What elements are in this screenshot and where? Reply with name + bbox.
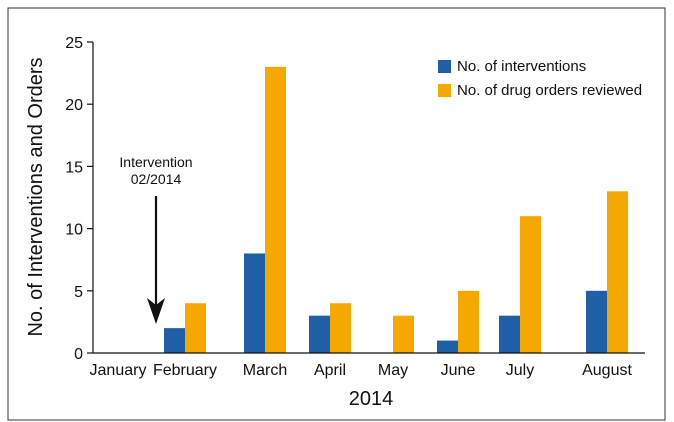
y-tick-label: 15 (65, 159, 83, 176)
annotation-arrow-head (147, 298, 165, 324)
bar-drug-orders-april (330, 303, 351, 353)
y-tick-label: 10 (65, 222, 83, 239)
chart-border (7, 7, 666, 421)
bar-interventions-march (244, 253, 265, 353)
annotation-text-line-2: 02/2014 (131, 171, 182, 187)
y-axis: 0 5 10 15 20 25 (65, 35, 94, 363)
x-axis-title: 2014 (349, 388, 394, 410)
bars-layer (164, 66, 628, 353)
bar-drug-orders-july (520, 216, 541, 353)
y-axis-title: No. of Interventions and Orders (25, 57, 47, 336)
x-tick-label-january: January (90, 362, 147, 379)
annotation-text-line-1: Intervention (119, 154, 192, 170)
x-axis: January February March April May June July Augu… (90, 352, 645, 379)
y-tick-label: 5 (74, 284, 83, 301)
bar-interventions-june (437, 340, 458, 353)
legend: No. of interventions No. of drug orders r… (438, 58, 642, 99)
bar-drug-orders-february (185, 303, 206, 353)
y-tick-label: 0 (74, 346, 83, 363)
bar-drug-orders-june (458, 290, 479, 353)
legend-swatch-interventions (438, 60, 451, 73)
x-tick-label-march: March (243, 362, 287, 379)
x-tick-label-february: February (153, 362, 217, 379)
y-tick-label: 25 (65, 35, 83, 52)
bar-interventions-april (309, 315, 330, 353)
x-tick-label-may: May (378, 362, 408, 379)
x-tick-label-april: April (314, 362, 346, 379)
x-tick-label-july: July (506, 362, 534, 379)
bar-drug-orders-august (607, 191, 628, 353)
x-tick-label-august: August (582, 362, 632, 379)
legend-swatch-drug-orders (438, 84, 451, 97)
bar-interventions-august (586, 290, 607, 353)
x-tick-label-june: June (441, 362, 476, 379)
bar-drug-orders-march (265, 66, 286, 353)
legend-label-interventions: No. of interventions (457, 58, 586, 75)
bar-interventions-july (499, 315, 520, 353)
y-tick-label: 20 (65, 97, 83, 114)
bar-drug-orders-may (393, 315, 414, 353)
bar-interventions-february (164, 328, 185, 353)
legend-label-drug-orders: No. of drug orders reviewed (457, 82, 642, 99)
